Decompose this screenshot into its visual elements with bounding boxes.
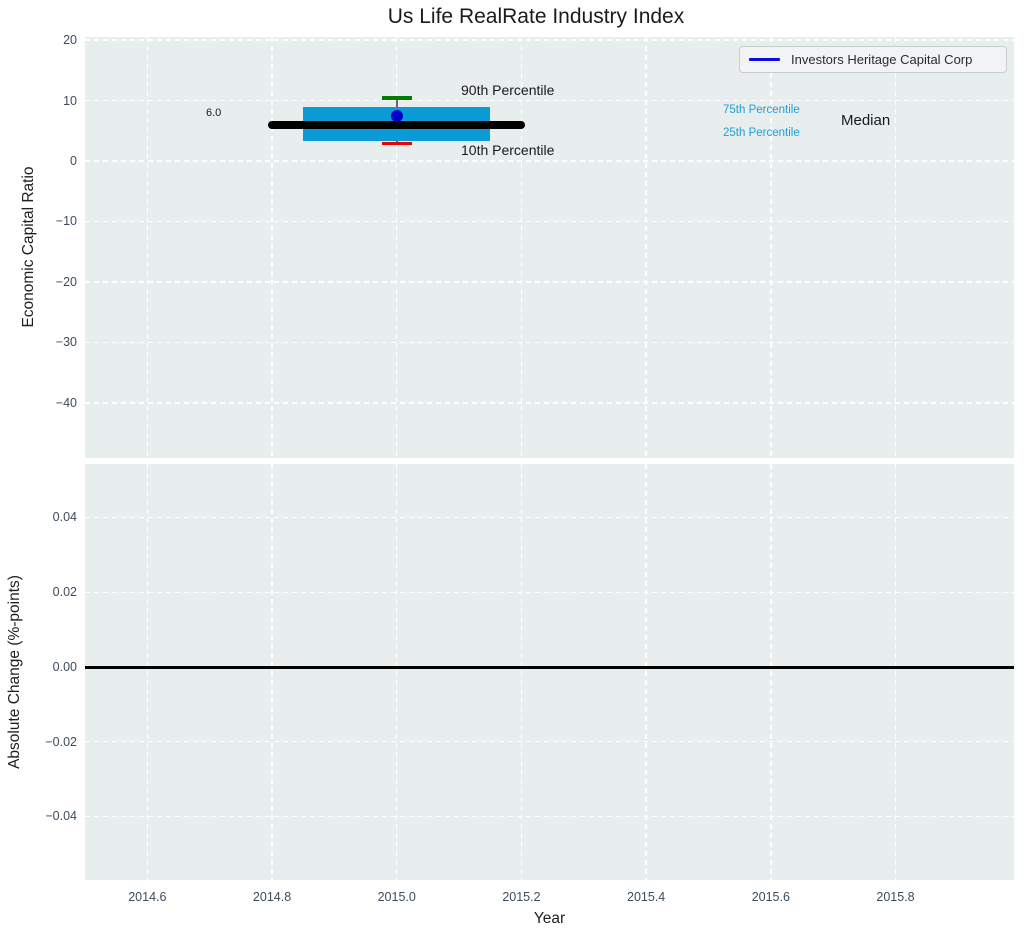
- y-gridline: [85, 99, 1014, 102]
- company-dot: [390, 109, 403, 122]
- y-tick-label: 10: [63, 93, 77, 108]
- x-tick-label: 2015.8: [876, 890, 915, 904]
- legend-label: Investors Heritage Capital Corp: [791, 52, 973, 67]
- x-gridline: [146, 464, 149, 880]
- y-gridline: [85, 281, 1014, 283]
- y-gridline: [85, 39, 1014, 41]
- x-gridline: [894, 37, 897, 458]
- legend-line-sample: [749, 58, 780, 61]
- zero-line: [85, 666, 1014, 669]
- y-tick-label: −0.02: [45, 734, 77, 749]
- y-tick-label: −10: [55, 214, 77, 229]
- x-gridline: [396, 37, 398, 458]
- y-gridline: [85, 741, 1014, 743]
- x-gridline: [894, 464, 897, 880]
- x-tick-label: 2015.4: [627, 890, 666, 904]
- top-y-axis-label: Economic Capital Ratio: [20, 166, 37, 328]
- bottom-axes: [85, 464, 1014, 880]
- chart-title: Us Life RealRate Industry Index: [387, 5, 685, 28]
- y-tick-label: −30: [55, 335, 77, 350]
- y-gridline: [85, 815, 1014, 818]
- legend: Investors Heritage Capital Corp: [739, 46, 1007, 73]
- y-tick-label: 0: [70, 154, 77, 168]
- annotation-10th-percentile: 10th Percentile: [461, 142, 555, 158]
- y-gridline: [85, 160, 1014, 162]
- y-tick-label: 0.02: [52, 585, 77, 600]
- x-gridline: [271, 464, 273, 880]
- y-tick-label: 0.04: [52, 510, 77, 525]
- p90-cap: [381, 96, 412, 100]
- y-tick-label: 0.00: [52, 659, 77, 674]
- y-tick-label: −0.04: [45, 809, 77, 824]
- x-tick-label: 2015.0: [377, 890, 416, 904]
- y-tick-label: 20: [63, 33, 77, 48]
- median-line: [268, 120, 526, 129]
- x-gridline: [645, 464, 647, 880]
- y-tick-label: −20: [55, 274, 77, 289]
- x-gridline: [146, 37, 149, 458]
- x-tick-label: 2015.2: [502, 890, 541, 904]
- x-gridline: [396, 464, 398, 880]
- x-gridline: [271, 37, 273, 458]
- annotation-median: Median: [841, 112, 891, 129]
- p10-cap: [381, 141, 412, 146]
- y-gridline: [85, 341, 1014, 344]
- y-tick-label: −40: [55, 395, 77, 410]
- y-gridline: [85, 220, 1014, 223]
- x-gridline: [770, 37, 772, 458]
- annotation-median-value: 6.0: [206, 107, 222, 119]
- y-gridline: [85, 591, 1014, 593]
- annotation-90th-percentile: 90th Percentile: [461, 82, 555, 98]
- x-gridline: [520, 464, 523, 880]
- annotation-25th-percentile: 25th Percentile: [723, 127, 800, 139]
- y-gridline: [85, 402, 1014, 404]
- x-tick-label: 2015.6: [751, 890, 790, 904]
- x-tick-label: 2014.6: [128, 890, 167, 904]
- x-gridline: [645, 37, 647, 458]
- top-axes: [85, 37, 1014, 458]
- x-tick-label: 2014.8: [252, 890, 292, 904]
- annotation-75th-percentile: 75th Percentile: [723, 104, 800, 116]
- x-axis-label: Year: [533, 910, 566, 927]
- x-gridline: [520, 37, 523, 458]
- x-gridline: [770, 464, 772, 880]
- y-gridline: [85, 516, 1014, 519]
